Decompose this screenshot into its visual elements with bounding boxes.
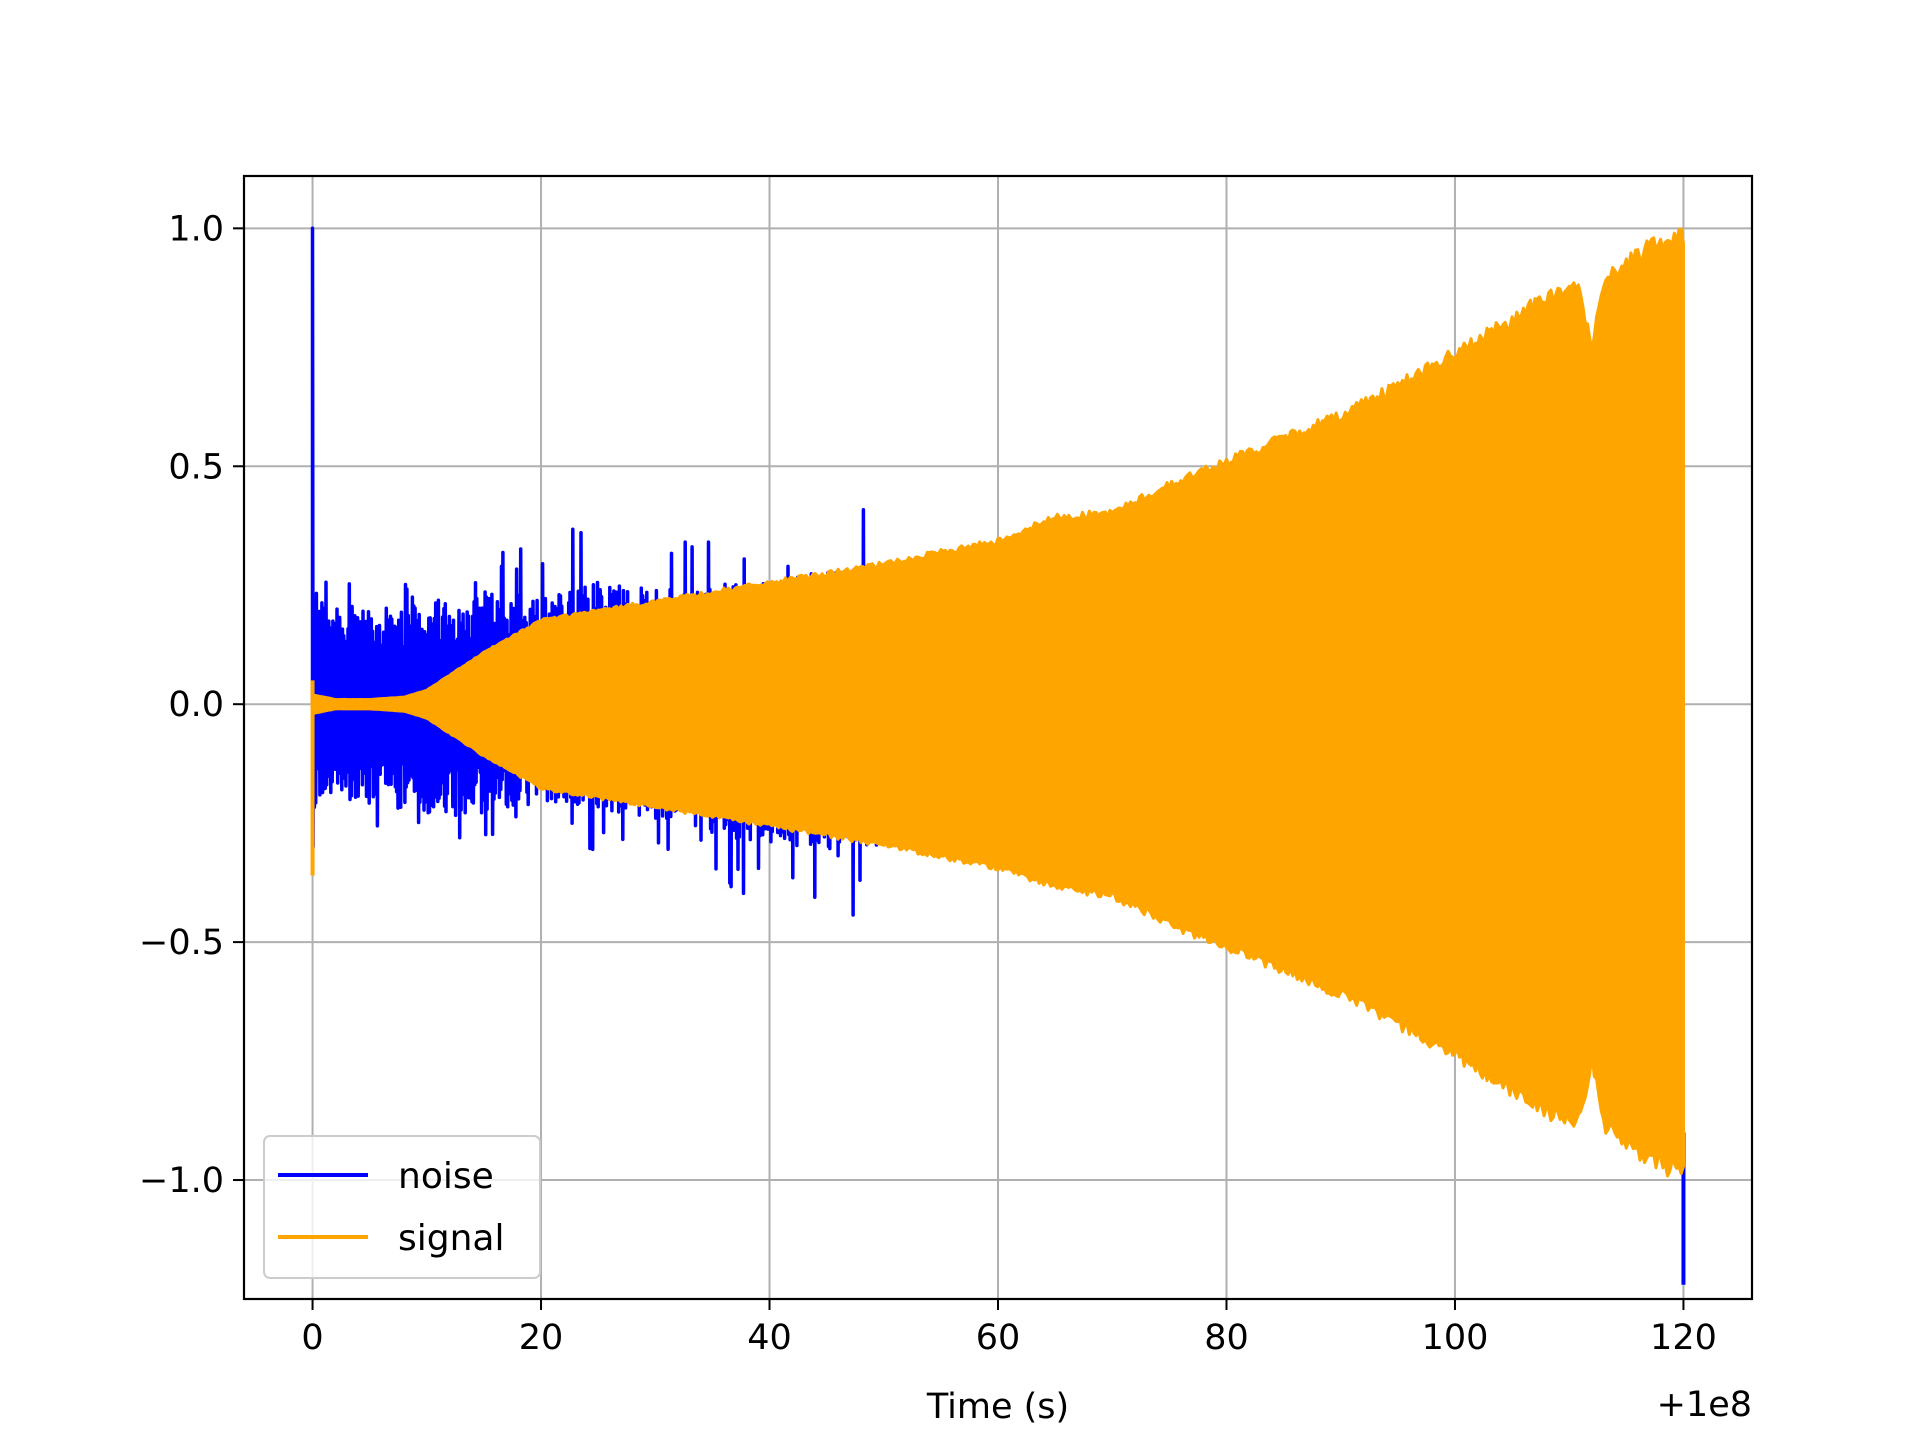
y-tick-label: 1.0 <box>168 209 224 249</box>
x-tick-label: 60 <box>976 1318 1021 1358</box>
legend-box <box>263 1135 541 1279</box>
x-tick-label: 40 <box>747 1318 792 1358</box>
legend: noise signal <box>263 1135 541 1279</box>
ticks: 0 20 40 60 80 100 120 1.0 0.5 0.0 −0.5 −1.0 <box>139 209 1717 1358</box>
plot-area <box>310 226 1686 1285</box>
legend-label-signal: signal <box>398 1218 505 1259</box>
x-tick-label: 80 <box>1204 1318 1249 1358</box>
x-tick-label: 120 <box>1650 1318 1717 1358</box>
x-tick-label: 100 <box>1422 1318 1489 1358</box>
y-tick-label: 0.0 <box>168 685 224 725</box>
x-tick-label: 20 <box>519 1318 564 1358</box>
x-tick-label: 0 <box>301 1318 323 1358</box>
y-tick-label: 0.5 <box>168 447 224 487</box>
y-tick-label: −1.0 <box>139 1161 224 1201</box>
y-tick-label: −0.5 <box>139 923 224 963</box>
series-line-signal <box>311 227 1685 1178</box>
x-axis-offset-label: +1e8 <box>1657 1385 1752 1425</box>
x-axis-label: Time (s) <box>926 1387 1069 1427</box>
legend-label-noise: noise <box>398 1156 494 1197</box>
series-line-noise <box>310 226 886 917</box>
